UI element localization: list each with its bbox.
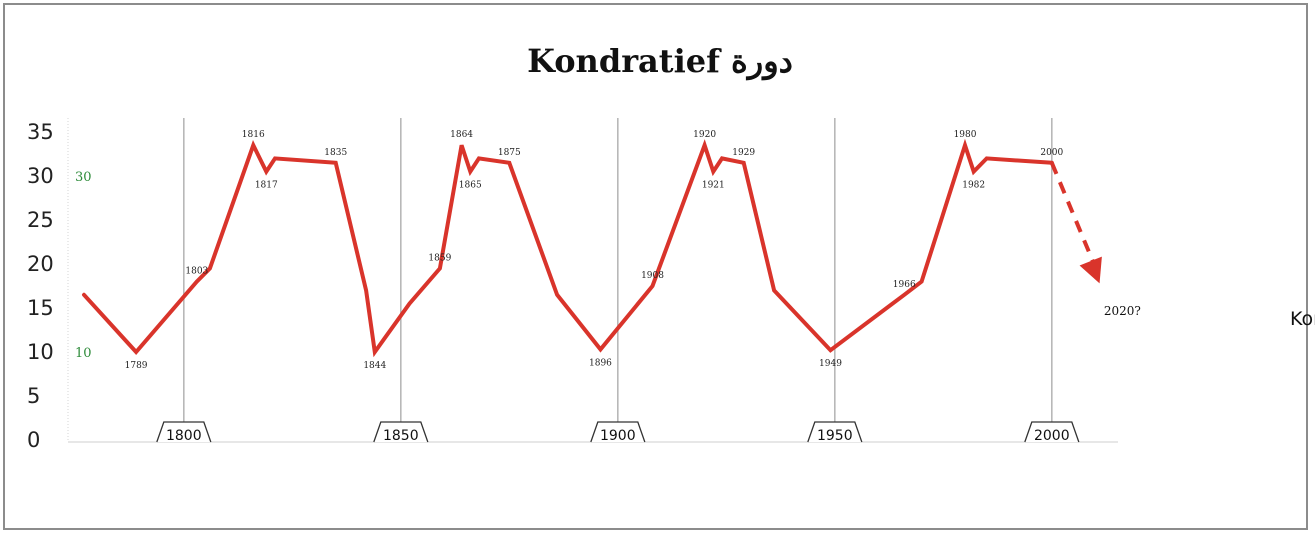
annotation-1921: 1921 [702,181,725,191]
reference-label-30: 30 [75,170,92,185]
annotation-2000: 2000 [1040,148,1063,158]
annotation-1835: 1835 [324,148,347,158]
x-tick-label-1900: 1900 [600,428,636,444]
x-tick-label-1950: 1950 [817,428,853,444]
forecast-line [1049,162,1102,279]
annotation-1817: 1817 [255,181,278,191]
side-label: دورة Kondratief [1290,308,1315,330]
y-tick-label-25: 25 [27,208,54,232]
x-tick-label-2000: 2000 [1034,428,1070,444]
y-tick-label-15: 15 [27,296,54,320]
annotation-1789: 1789 [125,361,148,371]
y-tick-label-30: 30 [27,164,54,188]
x-tick-label-1800: 1800 [166,428,202,444]
annotation-1949: 1949 [819,359,842,369]
series-line-0 [82,138,1054,358]
annotation-1896: 1896 [589,358,612,368]
forecast-arrowhead [1079,256,1102,284]
x-tick-tag-1850 [373,421,429,443]
x-tick-tag-1900 [590,421,646,443]
x-tick-tag-1800 [156,421,212,443]
y-tick-label-35: 35 [27,120,54,144]
y-tick-label-0: 0 [27,428,40,452]
annotation-1875: 1875 [498,148,521,158]
annotation-2020q: 2020? [1104,304,1141,318]
annotation-1859: 1859 [428,253,451,263]
annotation-1966: 1966 [893,280,916,290]
annotation-1980: 1980 [954,130,977,140]
annotation-1982: 1982 [962,181,985,191]
annotation-1844: 1844 [363,361,386,371]
annotation-1929: 1929 [732,148,755,158]
annotation-1865: 1865 [459,181,482,191]
x-tick-label-1850: 1850 [383,428,419,444]
y-tick-label-10: 10 [27,340,54,364]
x-tick-tag-2000 [1024,421,1080,443]
annotation-1816: 1816 [242,130,265,140]
y-tick-label-5: 5 [27,384,40,408]
annotation-1864: 1864 [450,130,473,140]
y-tick-label-20: 20 [27,252,54,276]
annotation-1908: 1908 [641,271,664,281]
annotation-1920: 1920 [693,130,716,140]
chart-title: دورة Kondratief [527,42,793,81]
annotation-1803: 1803 [185,267,208,277]
reference-label-10: 10 [75,346,92,361]
x-tick-tag-1950 [807,421,863,443]
